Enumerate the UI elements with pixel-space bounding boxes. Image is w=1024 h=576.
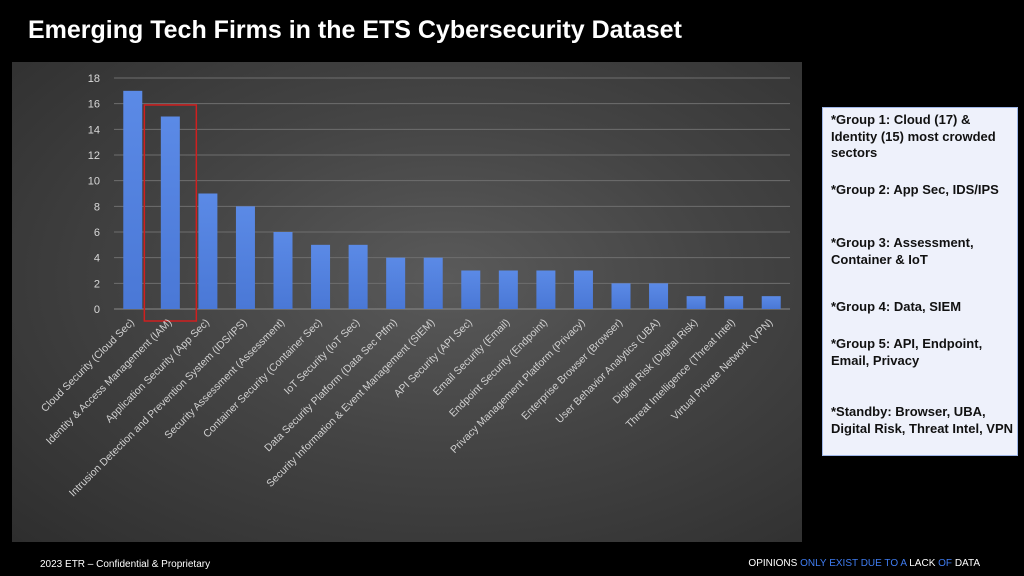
tagline-part: OPINIONS (748, 558, 801, 569)
bar (611, 283, 631, 309)
footer-tagline: OPINIONS ONLY EXIST DUE TO A LACK OF DAT… (748, 558, 980, 569)
bar (123, 90, 143, 309)
bar (423, 257, 443, 309)
bar (386, 257, 406, 309)
bar-chart-panel: 0 2 4 6 8 10 12 14 16 18 Cloud Security (Cloud Sec… (12, 62, 802, 542)
tagline-part: LACK (909, 558, 939, 569)
highlight-box (143, 104, 198, 322)
bar (761, 296, 781, 309)
tagline-part: OF (938, 558, 955, 569)
bar (160, 116, 180, 309)
bar (198, 193, 218, 309)
note-group-1: *Group 1: Cloud (17) & Identity (15) mos… (831, 112, 996, 160)
slide-title: Emerging Tech Firms in the ETS Cybersecu… (28, 16, 682, 44)
y-tick-label: 4 (94, 253, 100, 265)
note-group-2: *Group 2: App Sec, IDS/IPS (831, 182, 999, 197)
bar (235, 206, 255, 309)
bar (536, 270, 556, 309)
group-notes-box: *Group 1: Cloud (17) & Identity (15) mos… (822, 107, 1018, 456)
bar (461, 270, 481, 309)
y-tick-label: 14 (88, 124, 100, 136)
y-tick-label: 18 (88, 73, 100, 85)
y-tick-label: 0 (94, 304, 100, 316)
y-tick-label: 2 (94, 278, 100, 290)
x-category-label: Intrusion Detection and Prevention Syste… (67, 317, 250, 500)
bar (311, 244, 331, 309)
bar (724, 296, 744, 309)
note-standby: *Standby: Browser, UBA, Digital Risk, Th… (831, 404, 1014, 436)
note-group-5: *Group 5: API, Endpoint, Email, Privacy (831, 336, 983, 368)
y-tick-label: 10 (88, 176, 100, 188)
bar (573, 270, 593, 309)
bar (686, 296, 706, 309)
x-category-label: Privacy Management Platform (Privacy) (448, 317, 587, 456)
bar (498, 270, 518, 309)
y-tick-label: 8 (94, 201, 100, 213)
x-category-label: Data Security Platform (Data Sec Ptfm) (262, 317, 400, 455)
tagline-part: ONLY EXIST DUE TO A (800, 558, 910, 569)
bar (273, 232, 293, 309)
bar (348, 244, 368, 309)
y-tick-label: 6 (94, 227, 100, 239)
bar (649, 283, 669, 309)
note-group-3: *Group 3: Assessment, Container & IoT (831, 235, 974, 267)
y-tick-label: 16 (88, 99, 100, 111)
note-group-4: *Group 4: Data, SIEM (831, 299, 962, 314)
footer-confidential: 2023 ETR – Confidential & Proprietary (40, 559, 211, 570)
tagline-part: DATA (954, 558, 980, 569)
y-tick-label: 12 (88, 150, 100, 162)
